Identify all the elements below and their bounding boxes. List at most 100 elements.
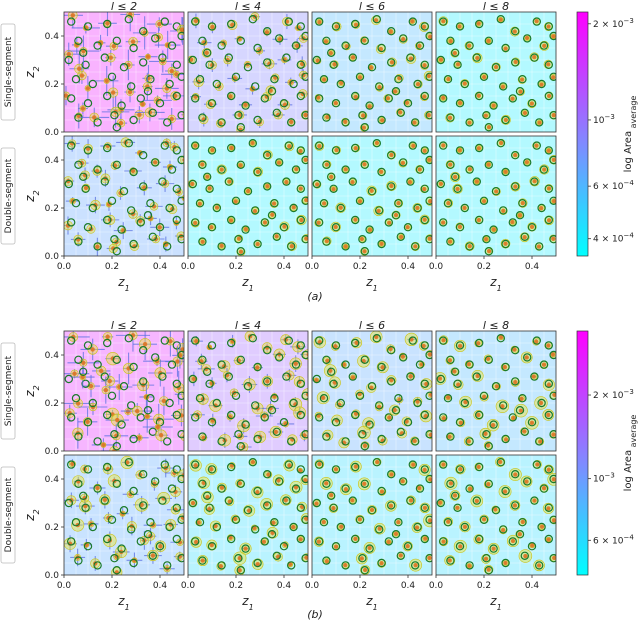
true-point: [348, 53, 357, 62]
true-point: [167, 484, 177, 493]
estimate-point: [250, 140, 255, 146]
panel-marks: [312, 331, 432, 451]
true-point: [275, 477, 284, 486]
estimate-point: [205, 174, 210, 179]
estimate-point: [426, 73, 432, 79]
estimate-point: [452, 50, 458, 56]
true-point: [236, 36, 245, 46]
true-point: [226, 534, 236, 544]
true-point: [341, 484, 350, 493]
true-point: [496, 138, 505, 148]
true-point: [360, 122, 369, 132]
colorbar-tick-label: 6 × 10−4: [593, 179, 634, 192]
true-point: [263, 27, 272, 36]
estimate-point: [128, 492, 133, 497]
true-point: [515, 210, 525, 220]
column-title: l ≤ 4: [235, 0, 261, 13]
true-point: [207, 542, 217, 551]
estimate-point: [532, 179, 537, 184]
panel-marks: [312, 15, 432, 132]
true-point: [360, 246, 369, 256]
true-point: [301, 474, 308, 484]
estimate-point: [380, 365, 385, 370]
true-point: [172, 465, 181, 474]
true-point: [520, 551, 530, 561]
true-point: [527, 418, 537, 427]
true-point: [241, 544, 250, 553]
estimate-point: [350, 179, 355, 185]
true-point: [212, 398, 221, 408]
true-point: [351, 462, 360, 472]
true-point: [177, 474, 184, 484]
estimate-point: [379, 241, 384, 247]
true-point: [93, 41, 102, 50]
true-point: [511, 27, 520, 36]
true-point: [465, 118, 474, 127]
estimate-point: [191, 376, 197, 382]
true-point: [355, 196, 365, 205]
true-point: [195, 394, 205, 403]
estimate-point: [277, 37, 283, 42]
estimate-point: [238, 163, 243, 168]
estimate-point: [324, 238, 330, 244]
true-point: [377, 558, 386, 568]
true-point: [148, 551, 157, 561]
colorbar-tick-label: 10−3: [593, 472, 615, 485]
true-point: [301, 235, 308, 244]
estimate-point: [200, 239, 205, 245]
estimate-point: [417, 485, 422, 491]
true-point: [296, 379, 305, 388]
true-point: [172, 410, 181, 420]
true-point: [331, 146, 341, 155]
estimate-point: [500, 527, 506, 533]
column-title: l ≤ 6: [359, 0, 385, 13]
subplot-panel: [311, 11, 433, 133]
estimate-point: [551, 477, 556, 482]
estimate-point: [291, 205, 296, 210]
true-point: [549, 155, 556, 165]
true-point: [198, 113, 207, 122]
true-point: [331, 341, 341, 350]
estimate-point: [325, 114, 330, 120]
true-point: [455, 98, 465, 108]
true-point: [425, 430, 432, 439]
estimate-point: [531, 374, 536, 379]
estimate-point: [400, 354, 406, 359]
true-point: [439, 94, 448, 103]
estimate-point: [227, 179, 232, 184]
estimate-point: [424, 381, 429, 387]
estimate-point: [397, 75, 402, 81]
true-point: [270, 198, 279, 208]
panel-frame: [435, 11, 557, 133]
true-point: [107, 72, 117, 82]
estimate-point: [438, 57, 444, 62]
estimate-point: [422, 505, 428, 511]
true-point: [81, 184, 90, 193]
estimate-point: [486, 248, 492, 254]
true-point: [465, 242, 474, 251]
true-point: [172, 22, 181, 31]
panel-frame: [435, 330, 557, 452]
true-point: [394, 394, 403, 403]
true-point: [289, 79, 298, 89]
panel-marks: [436, 15, 556, 132]
true-point: [117, 225, 126, 234]
true-point: [138, 346, 148, 355]
estimate-point: [501, 208, 506, 213]
true-point: [420, 465, 429, 474]
estimate-point: [338, 80, 344, 86]
estimate-point: [546, 537, 551, 542]
estimate-point: [362, 162, 367, 167]
estimate-point: [204, 50, 209, 56]
true-point: [446, 479, 455, 488]
true-point: [446, 113, 455, 122]
estimate-point: [546, 93, 552, 99]
true-point: [66, 94, 76, 103]
true-point: [83, 146, 93, 155]
estimate-point: [350, 498, 355, 503]
estimate-point: [491, 103, 496, 108]
estimate-point: [542, 167, 547, 172]
panel-frame: [187, 135, 309, 257]
true-point: [296, 341, 305, 350]
estimate-point: [304, 236, 308, 241]
